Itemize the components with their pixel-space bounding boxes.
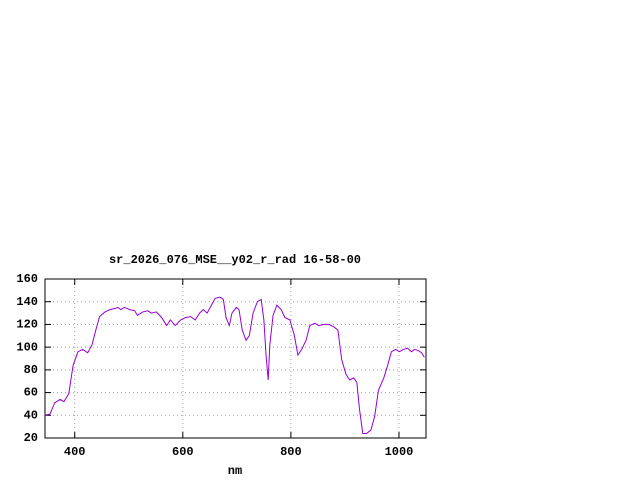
y-tick-label: 100 — [16, 340, 38, 354]
line-series — [44, 296, 425, 434]
y-tick-label: 60 — [24, 386, 38, 400]
x-tick-label: 1000 — [385, 445, 414, 459]
plot-frame — [44, 278, 427, 439]
x-tick-label: 600 — [172, 445, 194, 459]
y-tick-label: 40 — [24, 408, 38, 422]
x-tick-label: 800 — [280, 445, 302, 459]
x-axis-label: nm — [228, 464, 242, 478]
y-tick-label: 140 — [16, 295, 38, 309]
chart-title: sr_2026_076_MSE__y02_r_rad 16-58-00 — [109, 253, 361, 267]
x-tick-label: 400 — [64, 445, 86, 459]
y-tick-label: 120 — [16, 318, 38, 332]
y-tick-label: 160 — [16, 272, 38, 286]
y-tick-label: 80 — [24, 363, 38, 377]
y-tick-label: 20 — [24, 431, 38, 445]
